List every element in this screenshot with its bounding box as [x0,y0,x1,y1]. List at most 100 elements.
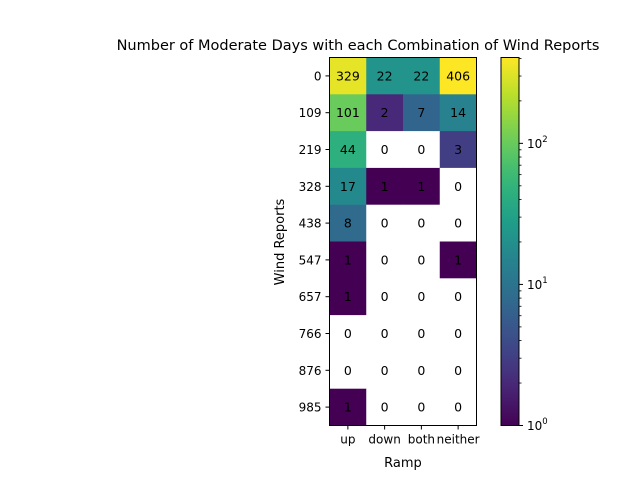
cell-value-label: 0 [344,326,352,341]
heatmap-cell [329,241,367,279]
y-tick-label: 328 [299,180,322,194]
cell-value-label: 0 [344,363,352,378]
heatmap-cell [403,315,441,353]
y-tick-label: 985 [299,401,322,415]
heatmap-cell [366,388,404,426]
y-tick-label: 0 [314,69,322,83]
cell-value-label: 0 [381,326,389,341]
heatmap-cell [329,351,367,390]
heatmap-cell [439,57,477,95]
y-tick-label: 766 [299,327,322,341]
cell-value-label: 0 [381,289,389,304]
y-axis-ticks: 0 109 219 328 438 547 657 766 876 985 [299,69,330,415]
cell-value-label: 0 [381,252,389,267]
heatmap-cell [403,388,441,426]
heatmap-cell [439,167,477,206]
x-tick-label: up [340,433,355,447]
y-tick-label: 219 [299,143,322,157]
cell-value-label: 0 [454,289,462,304]
cell-value-label: 0 [417,289,425,304]
heatmap-cell [329,315,367,353]
colorbar-tick-label: 100 [527,417,548,433]
cell-value-label: 0 [417,142,425,157]
heatmap-cell [403,278,441,316]
cell-value-label: 8 [344,216,352,231]
heatmap-cell [403,204,441,242]
cell-value-label: 329 [336,68,360,83]
y-tick-label: 876 [299,364,322,378]
heatmap-cells [329,57,477,426]
heatmap-cell [403,94,441,132]
cell-value-label: 17 [340,179,356,194]
heatmap-cell [366,351,404,390]
heatmap-cell [366,204,404,242]
cell-value-label: 3 [454,142,462,157]
x-axis-label: Ramp [384,456,422,471]
colorbar [500,57,520,426]
heatmap-cell [403,351,441,390]
heatmap-cell [439,388,477,426]
cell-value-label: 0 [381,216,389,231]
cell-value-label: 0 [454,216,462,231]
x-tick-label: down [368,433,400,447]
heatmap-cell [329,167,367,206]
cell-value-label: 1 [344,289,352,304]
cell-value-label: 0 [417,363,425,378]
x-axis-ticks: up down both neither [340,425,480,447]
colorbar-tick-label: 102 [527,135,548,151]
cell-value-label: 0 [381,400,389,415]
cell-value-label: 1 [344,252,352,267]
cell-value-label: 0 [381,142,389,157]
heatmap-cell [439,315,477,353]
heatmap-cell [329,94,367,132]
heatmap-cell [439,131,477,169]
cell-value-label: 1 [417,179,425,194]
cell-value-label: 0 [381,363,389,378]
heatmap-cell [403,57,441,95]
heatmap-cell-labels: 329 22 22 406 101 2 7 14 44 0 0 3 17 1 1 0 8 0 0 0 1 0 0 1 1 0 0 0 0… [336,68,470,414]
heatmap-cell [439,94,477,132]
heatmap-cell [366,167,404,206]
colorbar-ticks: 100 101 102 [519,58,548,433]
heatmap-cell [366,57,404,95]
cell-value-label: 14 [450,105,466,120]
cell-value-label: 22 [413,68,429,83]
cell-value-label: 101 [336,105,360,120]
y-axis-label: Wind Reports [273,198,288,285]
heatmap-cell [366,94,404,132]
heatmap-cell [366,131,404,169]
heatmap-cell [403,241,441,279]
y-tick-label: 657 [299,290,322,304]
heatmap-cell [439,351,477,390]
heatmap-cell [366,315,404,353]
x-tick-label: both [408,433,435,447]
cell-value-label: 2 [381,105,389,120]
cell-value-label: 0 [417,216,425,231]
y-tick-label: 547 [299,253,322,267]
cell-value-label: 1 [454,252,462,267]
heatmap-cell [329,131,367,169]
cell-value-label: 22 [377,68,393,83]
cell-value-label: 44 [340,142,356,157]
heatmap-cell [439,241,477,279]
cell-value-label: 406 [446,68,470,83]
cell-value-label: 0 [454,400,462,415]
heatmap-cell [329,204,367,242]
cell-value-label: 0 [417,252,425,267]
heatmap-cell [439,278,477,316]
cell-value-label: 0 [454,179,462,194]
cell-value-label: 0 [417,400,425,415]
cell-value-label: 1 [344,400,352,415]
heatmap-cell [329,57,367,95]
heatmap-cell [403,131,441,169]
heatmap-cell [329,388,367,426]
cell-value-label: 7 [417,105,425,120]
colorbar-tick-label: 101 [527,276,548,292]
x-tick-label: neither [437,433,480,447]
chart-title: Number of Moderate Days with each Combin… [117,38,600,54]
plot-frame [329,57,477,426]
cell-value-label: 0 [454,363,462,378]
y-tick-label: 438 [299,217,322,231]
cell-value-label: 0 [417,326,425,341]
